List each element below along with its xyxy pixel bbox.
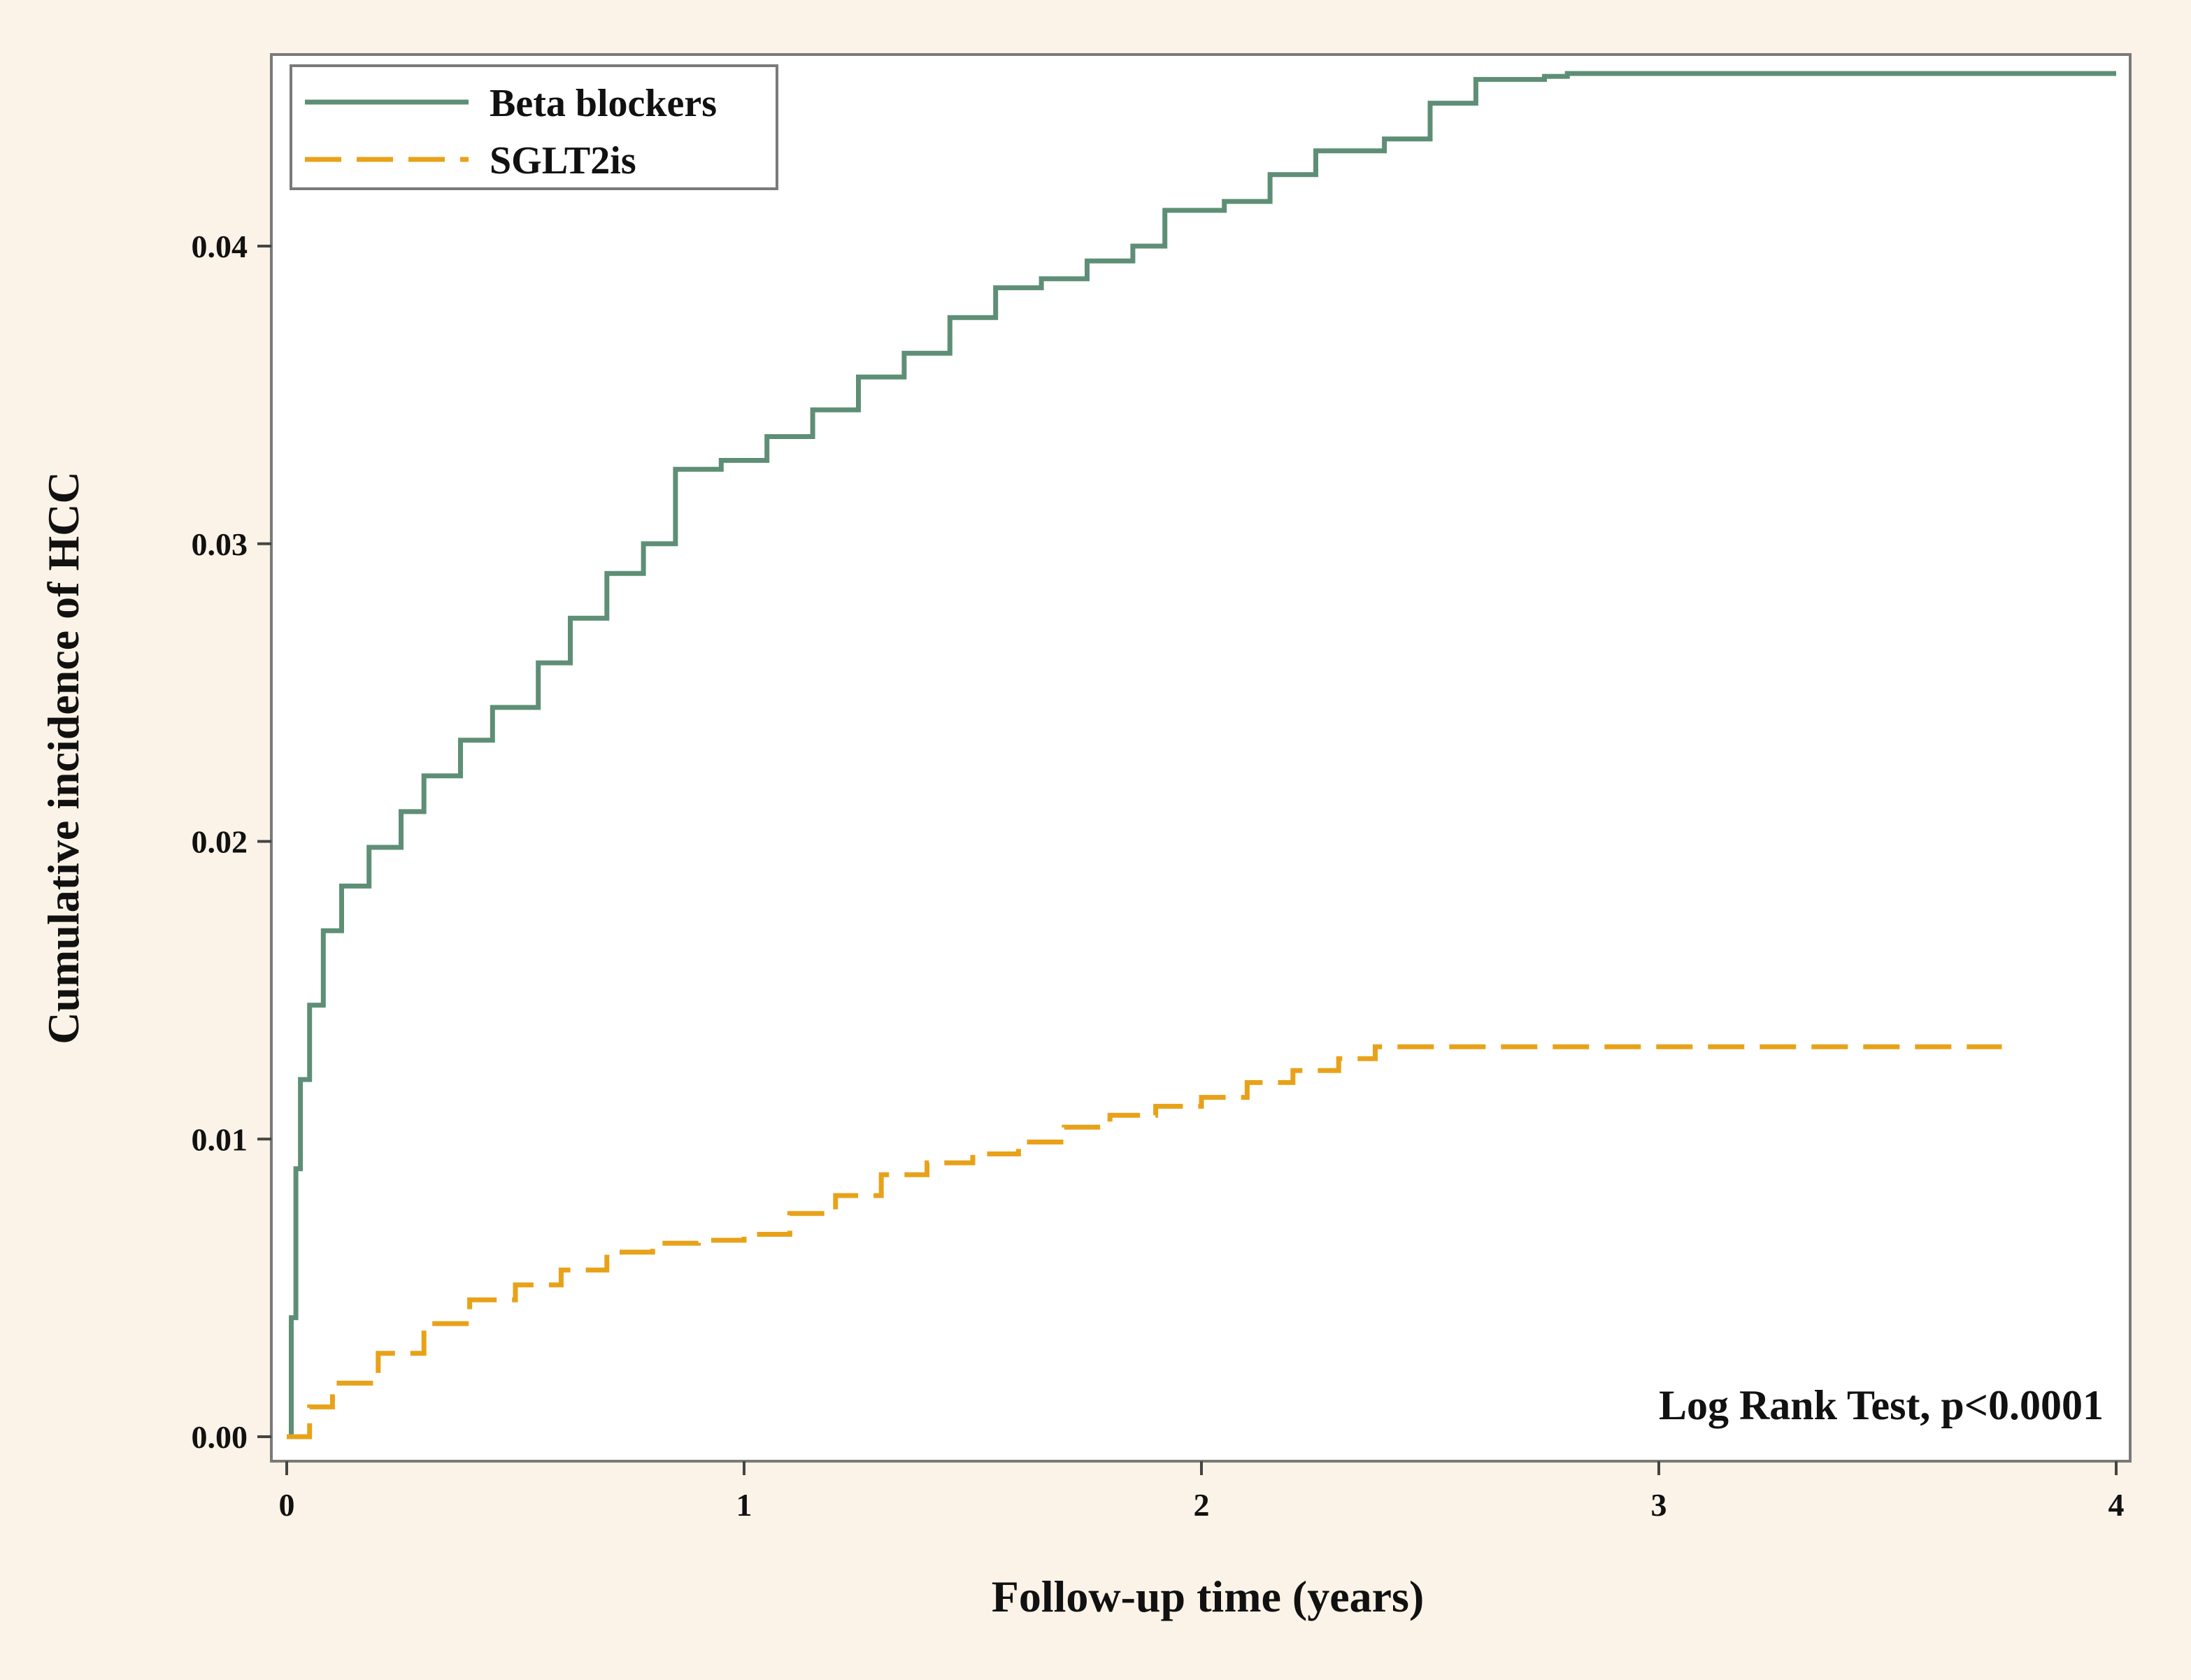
series-layer: [287, 71, 2116, 1440]
axes-layer: 0.00 0.01 0.02 0.03 0.04 0 1 2 3 4: [192, 229, 2125, 1523]
x-tick-label: 0: [279, 1487, 295, 1523]
x-tick-label: 1: [736, 1487, 752, 1523]
y-tick-label: 0.00: [192, 1419, 248, 1455]
series-line-beta-blockers: [287, 71, 2116, 1440]
x-tick-label: 2: [1194, 1487, 1210, 1523]
x-tick-label: 3: [1651, 1487, 1667, 1523]
plot-frame: [270, 53, 2132, 1463]
legend-label: SGLT2is: [490, 139, 636, 182]
legend-label: Beta blockers: [490, 82, 717, 125]
plot-area: [270, 53, 2132, 1463]
x-tick-label: 4: [2108, 1487, 2125, 1523]
y-tick-label: 0.02: [192, 824, 248, 860]
series-line-sglt2is: [287, 1044, 2002, 1440]
legend-box: [290, 64, 778, 190]
y-tick-label: 0.03: [192, 526, 248, 562]
legend: Beta blockers SGLT2is: [290, 64, 778, 190]
log-rank-annotation: Log Rank Test, p<0.0001: [1659, 1382, 2104, 1428]
x-axis-title: Follow-up time (years): [992, 1572, 1425, 1621]
y-tick-label: 0.04: [192, 229, 248, 264]
y-tick-label: 0.01: [192, 1121, 248, 1157]
y-axis-title: Cumulative incidence of HCC: [38, 471, 88, 1044]
